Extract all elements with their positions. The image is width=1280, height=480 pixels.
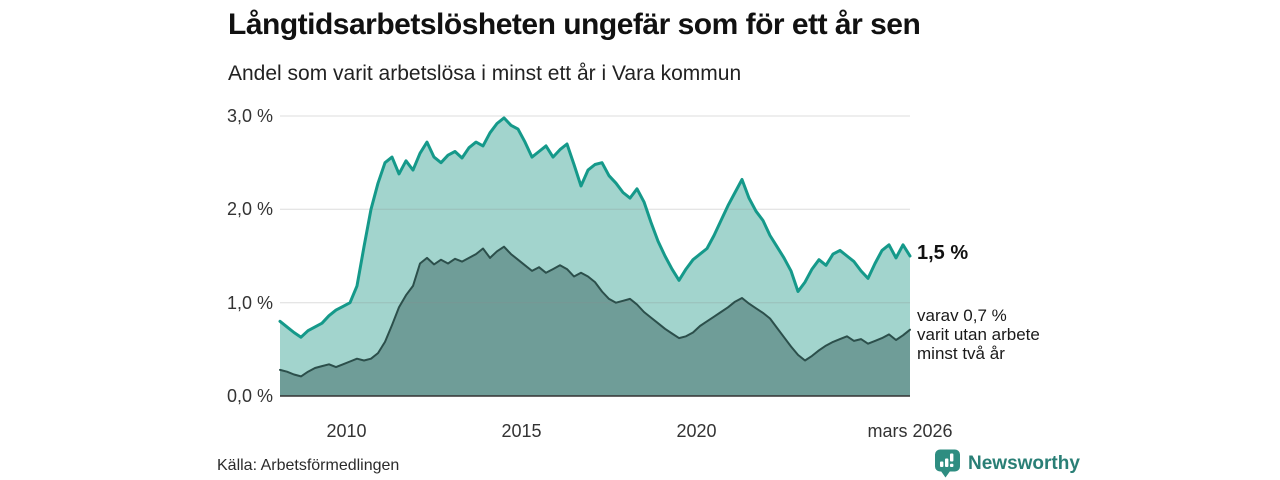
series1-end-value-label: 1,5 % — [917, 242, 969, 264]
y-axis-tick-label: 2,0 % — [226, 199, 273, 220]
newsworthy-logo[interactable]: Newsworthy — [934, 449, 1080, 478]
x-axis-tick-label: 2020 — [676, 421, 717, 441]
series2-annotation: varav 0,7 % varit utan arbete minst två … — [917, 306, 1040, 363]
y-axis-tick-label: 0,0 % — [226, 386, 273, 406]
annotation-line-3: minst två år — [917, 344, 1005, 363]
newsworthy-icon — [935, 449, 960, 478]
chart-subtitle: Andel som varit arbetslösa i minst ett å… — [228, 62, 742, 85]
annotation-line-2: varit utan arbete — [917, 325, 1040, 344]
y-axis-tick-label: 3,0 % — [226, 106, 273, 126]
chart-title: Långtidsarbetslösheten ungefär som för e… — [228, 8, 921, 41]
x-axis-tick-label: 2015 — [501, 421, 542, 441]
newsworthy-wordmark: Newsworthy — [968, 452, 1080, 474]
x-axis-tick-label: 2010 — [326, 421, 367, 441]
x-axis-tick-label: mars 2026 — [867, 421, 953, 441]
y-axis-tick-label: 1,0 % — [226, 292, 273, 313]
source-note: Källa: Arbetsförmedlingen — [217, 457, 400, 474]
annotation-line-1: varav 0,7 % — [917, 306, 1007, 325]
